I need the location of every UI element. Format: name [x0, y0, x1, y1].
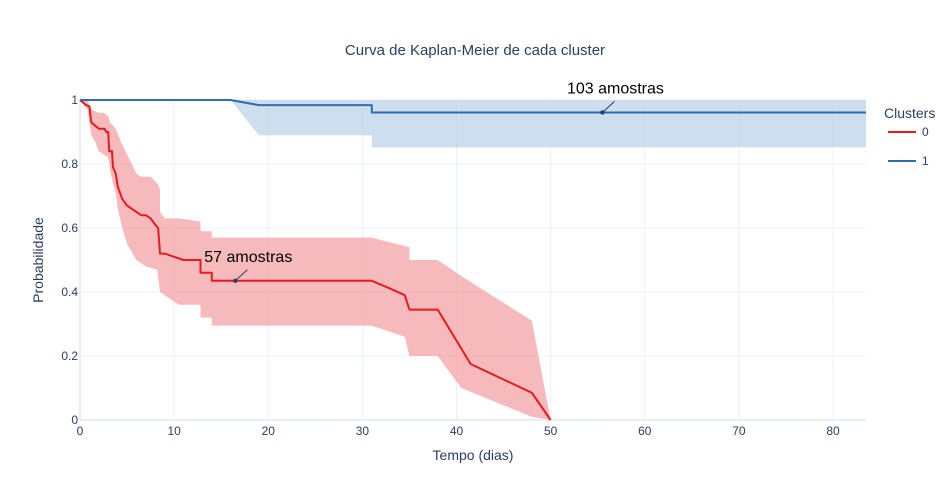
legend[interactable]: Clusters 0 1: [884, 105, 935, 168]
x-tick-label: 50: [544, 424, 558, 438]
survival-lines: [79, 99, 866, 421]
legend-label-0: 0: [922, 125, 929, 139]
legend-item-1[interactable]: 1: [888, 154, 929, 168]
x-axis-ticks: 0 10 20 30 40 50 60 70 80: [77, 424, 840, 438]
annotation-point: [233, 278, 238, 283]
x-tick-label: 0: [77, 424, 84, 438]
x-tick-label: 40: [450, 424, 464, 438]
y-tick-label: 1: [71, 93, 78, 107]
x-tick-label: 20: [262, 424, 276, 438]
x-tick-label: 80: [826, 424, 840, 438]
annotation-label: 57 amostras: [204, 249, 292, 266]
survival-line-cluster-1[interactable]: [80, 99, 866, 114]
x-axis-title: Tempo (dias): [433, 447, 514, 463]
legend-label-1: 1: [922, 154, 929, 168]
annotation-label: 103 amostras: [567, 80, 664, 97]
y-axis-title: Probabilidade: [30, 217, 46, 303]
annotations-layer: 57 amostras 103 amostras: [204, 80, 664, 283]
x-tick-label: 60: [638, 424, 652, 438]
y-tick-label: 0.8: [61, 157, 78, 171]
survival-line-cluster-0[interactable]: [79, 99, 552, 421]
annotation-arrow: [234, 269, 248, 282]
y-axis-ticks: 0 0.2 0.4 0.6 0.8 1: [61, 93, 78, 427]
y-tick-label: 0.2: [61, 349, 78, 363]
annotation-arrow: [602, 101, 615, 113]
x-tick-label: 30: [356, 424, 370, 438]
y-tick-label: 0.6: [61, 221, 78, 235]
x-tick-label: 70: [732, 424, 746, 438]
x-tick-label: 10: [167, 424, 181, 438]
legend-item-0[interactable]: 0: [888, 125, 929, 139]
y-tick-label: 0.4: [61, 285, 78, 299]
confidence-band-cluster-0: [80, 100, 551, 420]
annotation-point: [600, 110, 605, 115]
chart-title: Curva de Kaplan-Meier de cada cluster: [345, 42, 605, 59]
y-tick-label: 0: [71, 413, 78, 427]
legend-title: Clusters: [884, 105, 935, 121]
